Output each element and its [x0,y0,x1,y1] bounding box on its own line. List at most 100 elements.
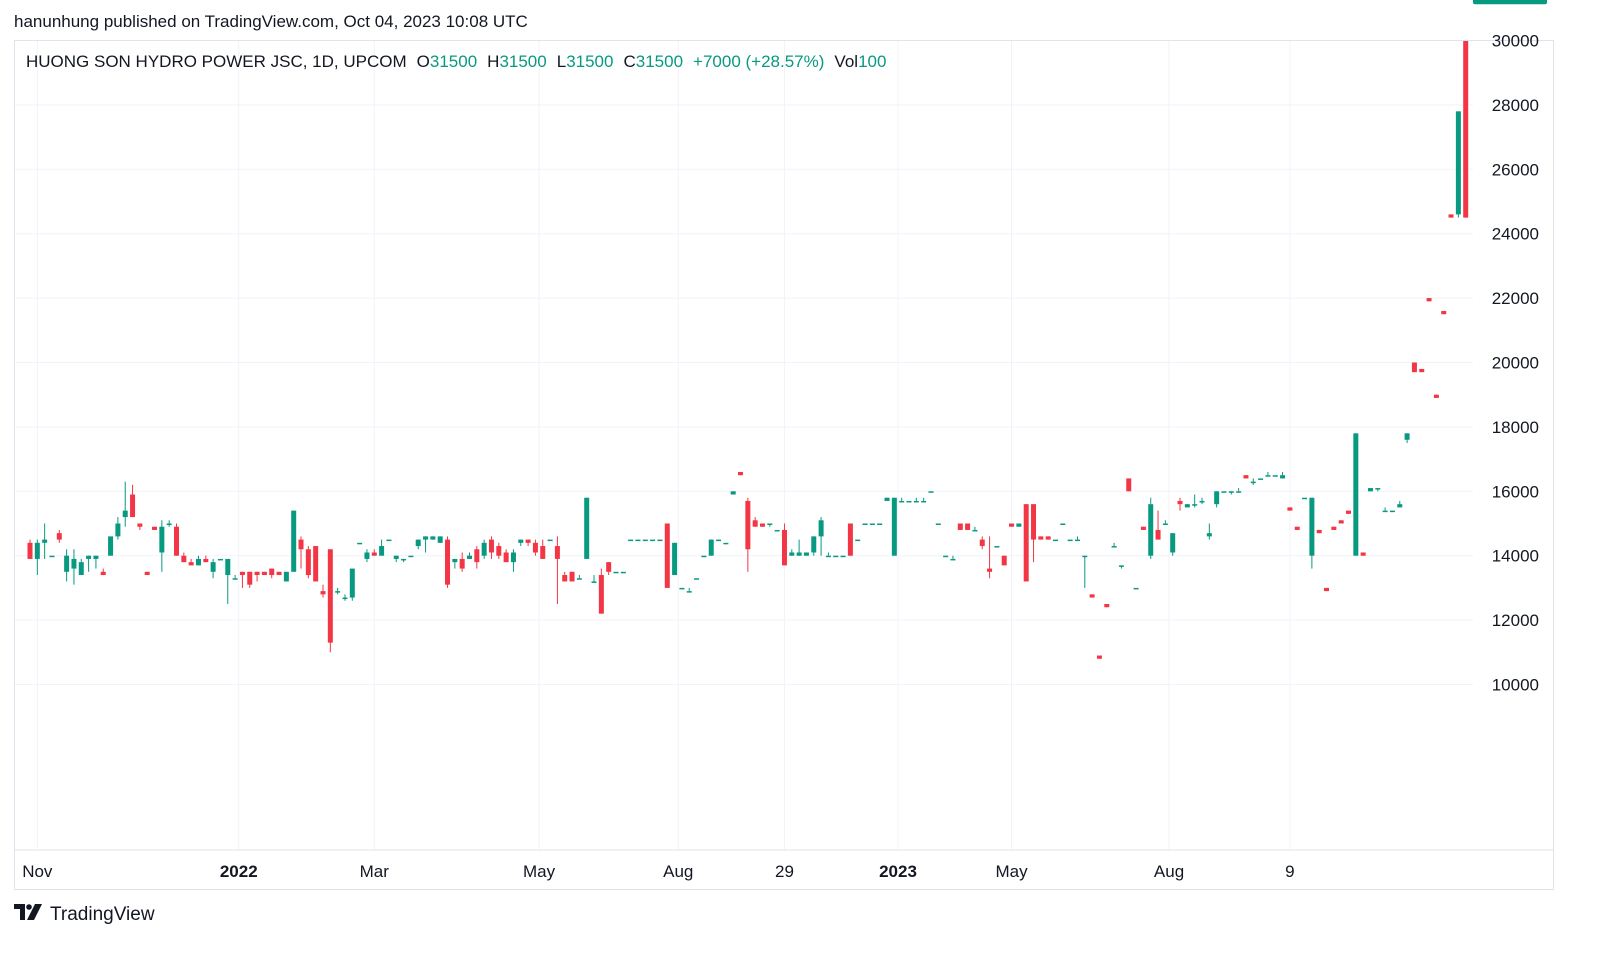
candle-up[interactable] [840,555,846,558]
candle-down[interactable] [745,500,751,550]
candle-down[interactable] [1155,529,1161,540]
candle-up[interactable] [921,500,927,503]
candle-up[interactable] [364,552,370,559]
candle-up[interactable] [818,520,824,537]
candle-up[interactable] [1053,539,1058,542]
candle-up[interactable] [613,571,619,574]
candle-up[interactable] [1302,497,1308,500]
candle-up[interactable] [34,542,40,559]
candle-up[interactable] [1192,504,1198,506]
candle-up[interactable] [686,591,692,593]
candle-up[interactable] [1236,491,1242,493]
candle-up[interactable] [642,539,648,542]
candle-down[interactable] [305,549,311,576]
candle-down[interactable] [144,571,150,576]
candle-up[interactable] [357,542,363,545]
candle-up[interactable] [195,558,201,566]
candle-down[interactable] [606,562,612,572]
candle-up[interactable] [349,568,355,598]
candle-down[interactable] [152,526,158,530]
candle-up[interactable] [672,542,678,576]
candle-down[interactable] [1324,587,1330,592]
candle-up[interactable] [1082,555,1088,558]
candle-up[interactable] [291,510,297,572]
candle-up[interactable] [401,558,407,561]
candle-up[interactable] [430,536,436,540]
candle-up[interactable] [225,558,231,576]
candle-up[interactable] [210,562,216,572]
candle-up[interactable] [467,555,472,559]
candle-up[interactable] [657,539,663,542]
candle-down[interactable] [254,571,260,576]
candle-up[interactable] [716,539,722,542]
candle-up[interactable] [899,500,905,503]
candle-up[interactable] [452,558,458,563]
candle-up[interactable] [232,578,238,580]
candle-up[interactable] [393,555,399,559]
candle-down[interactable] [1023,504,1029,582]
candle-up[interactable] [1375,488,1381,490]
candle-down[interactable] [1419,368,1425,373]
candle-up[interactable] [943,555,949,558]
candle-down[interactable] [1140,526,1146,530]
candle-down[interactable] [1045,536,1051,540]
candle-up[interactable] [620,571,626,574]
candle-up[interactable] [518,539,524,543]
candle-down[interactable] [313,546,319,582]
candle-up[interactable] [708,539,714,556]
candle-up[interactable] [42,539,48,543]
candle-up[interactable] [1389,510,1395,513]
candle-down[interactable] [598,575,604,614]
candle-up[interactable] [64,555,70,572]
candle-up[interactable] [1455,111,1461,215]
candle-down[interactable] [188,562,194,566]
candle-down[interactable] [100,571,106,576]
candle-down[interactable] [371,552,377,556]
candle-up[interactable] [796,552,802,556]
candle-up[interactable] [481,542,487,556]
candle-up[interactable] [884,497,890,501]
candle-down[interactable] [445,539,451,585]
candle-up[interactable] [862,523,868,526]
candle-up[interactable] [591,581,597,583]
candle-up[interactable] [510,552,516,563]
candle-up[interactable] [335,591,341,593]
candle-up[interactable] [628,539,634,542]
candle-down[interactable] [1426,298,1432,302]
candle-up[interactable] [877,523,883,526]
candle-down[interactable] [760,523,765,527]
candle-down[interactable] [1360,552,1366,556]
candle-down[interactable] [1104,604,1110,608]
candle-down[interactable] [203,558,209,563]
candle-up[interactable] [1228,491,1234,493]
candle-up[interactable] [913,500,919,503]
candle-up[interactable] [1309,497,1315,556]
candle-up[interactable] [1397,504,1403,508]
candle-up[interactable] [283,571,289,582]
candle-up[interactable] [869,523,875,526]
candle-up[interactable] [1221,491,1227,493]
candle-up[interactable] [1250,481,1256,484]
candle-down[interactable] [1126,478,1132,492]
candle-down[interactable] [965,523,971,530]
candle-up[interactable] [972,529,978,532]
candle-down[interactable] [987,568,993,572]
candle-up[interactable] [71,558,77,569]
candle-up[interactable] [730,491,736,495]
candle-down[interactable] [752,520,758,527]
candle-down[interactable] [1243,475,1249,479]
candle-down[interactable] [56,533,62,540]
candle-up[interactable] [701,555,707,558]
candle-down[interactable] [1031,504,1037,540]
candle-down[interactable] [1338,520,1344,524]
candle-down[interactable] [781,529,787,566]
candle-down[interactable] [979,539,985,547]
candle-down[interactable] [27,542,33,559]
candle-up[interactable] [723,542,729,545]
candle-down[interactable] [1089,594,1095,598]
candle-up[interactable] [767,523,773,526]
candle-up[interactable] [1258,478,1264,480]
candle-up[interactable] [1060,523,1066,526]
candle-up[interactable] [1184,504,1190,508]
